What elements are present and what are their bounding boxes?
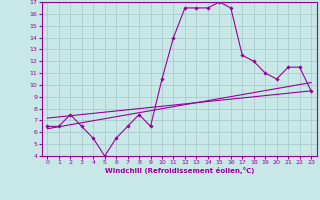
X-axis label: Windchill (Refroidissement éolien,°C): Windchill (Refroidissement éolien,°C): [105, 167, 254, 174]
